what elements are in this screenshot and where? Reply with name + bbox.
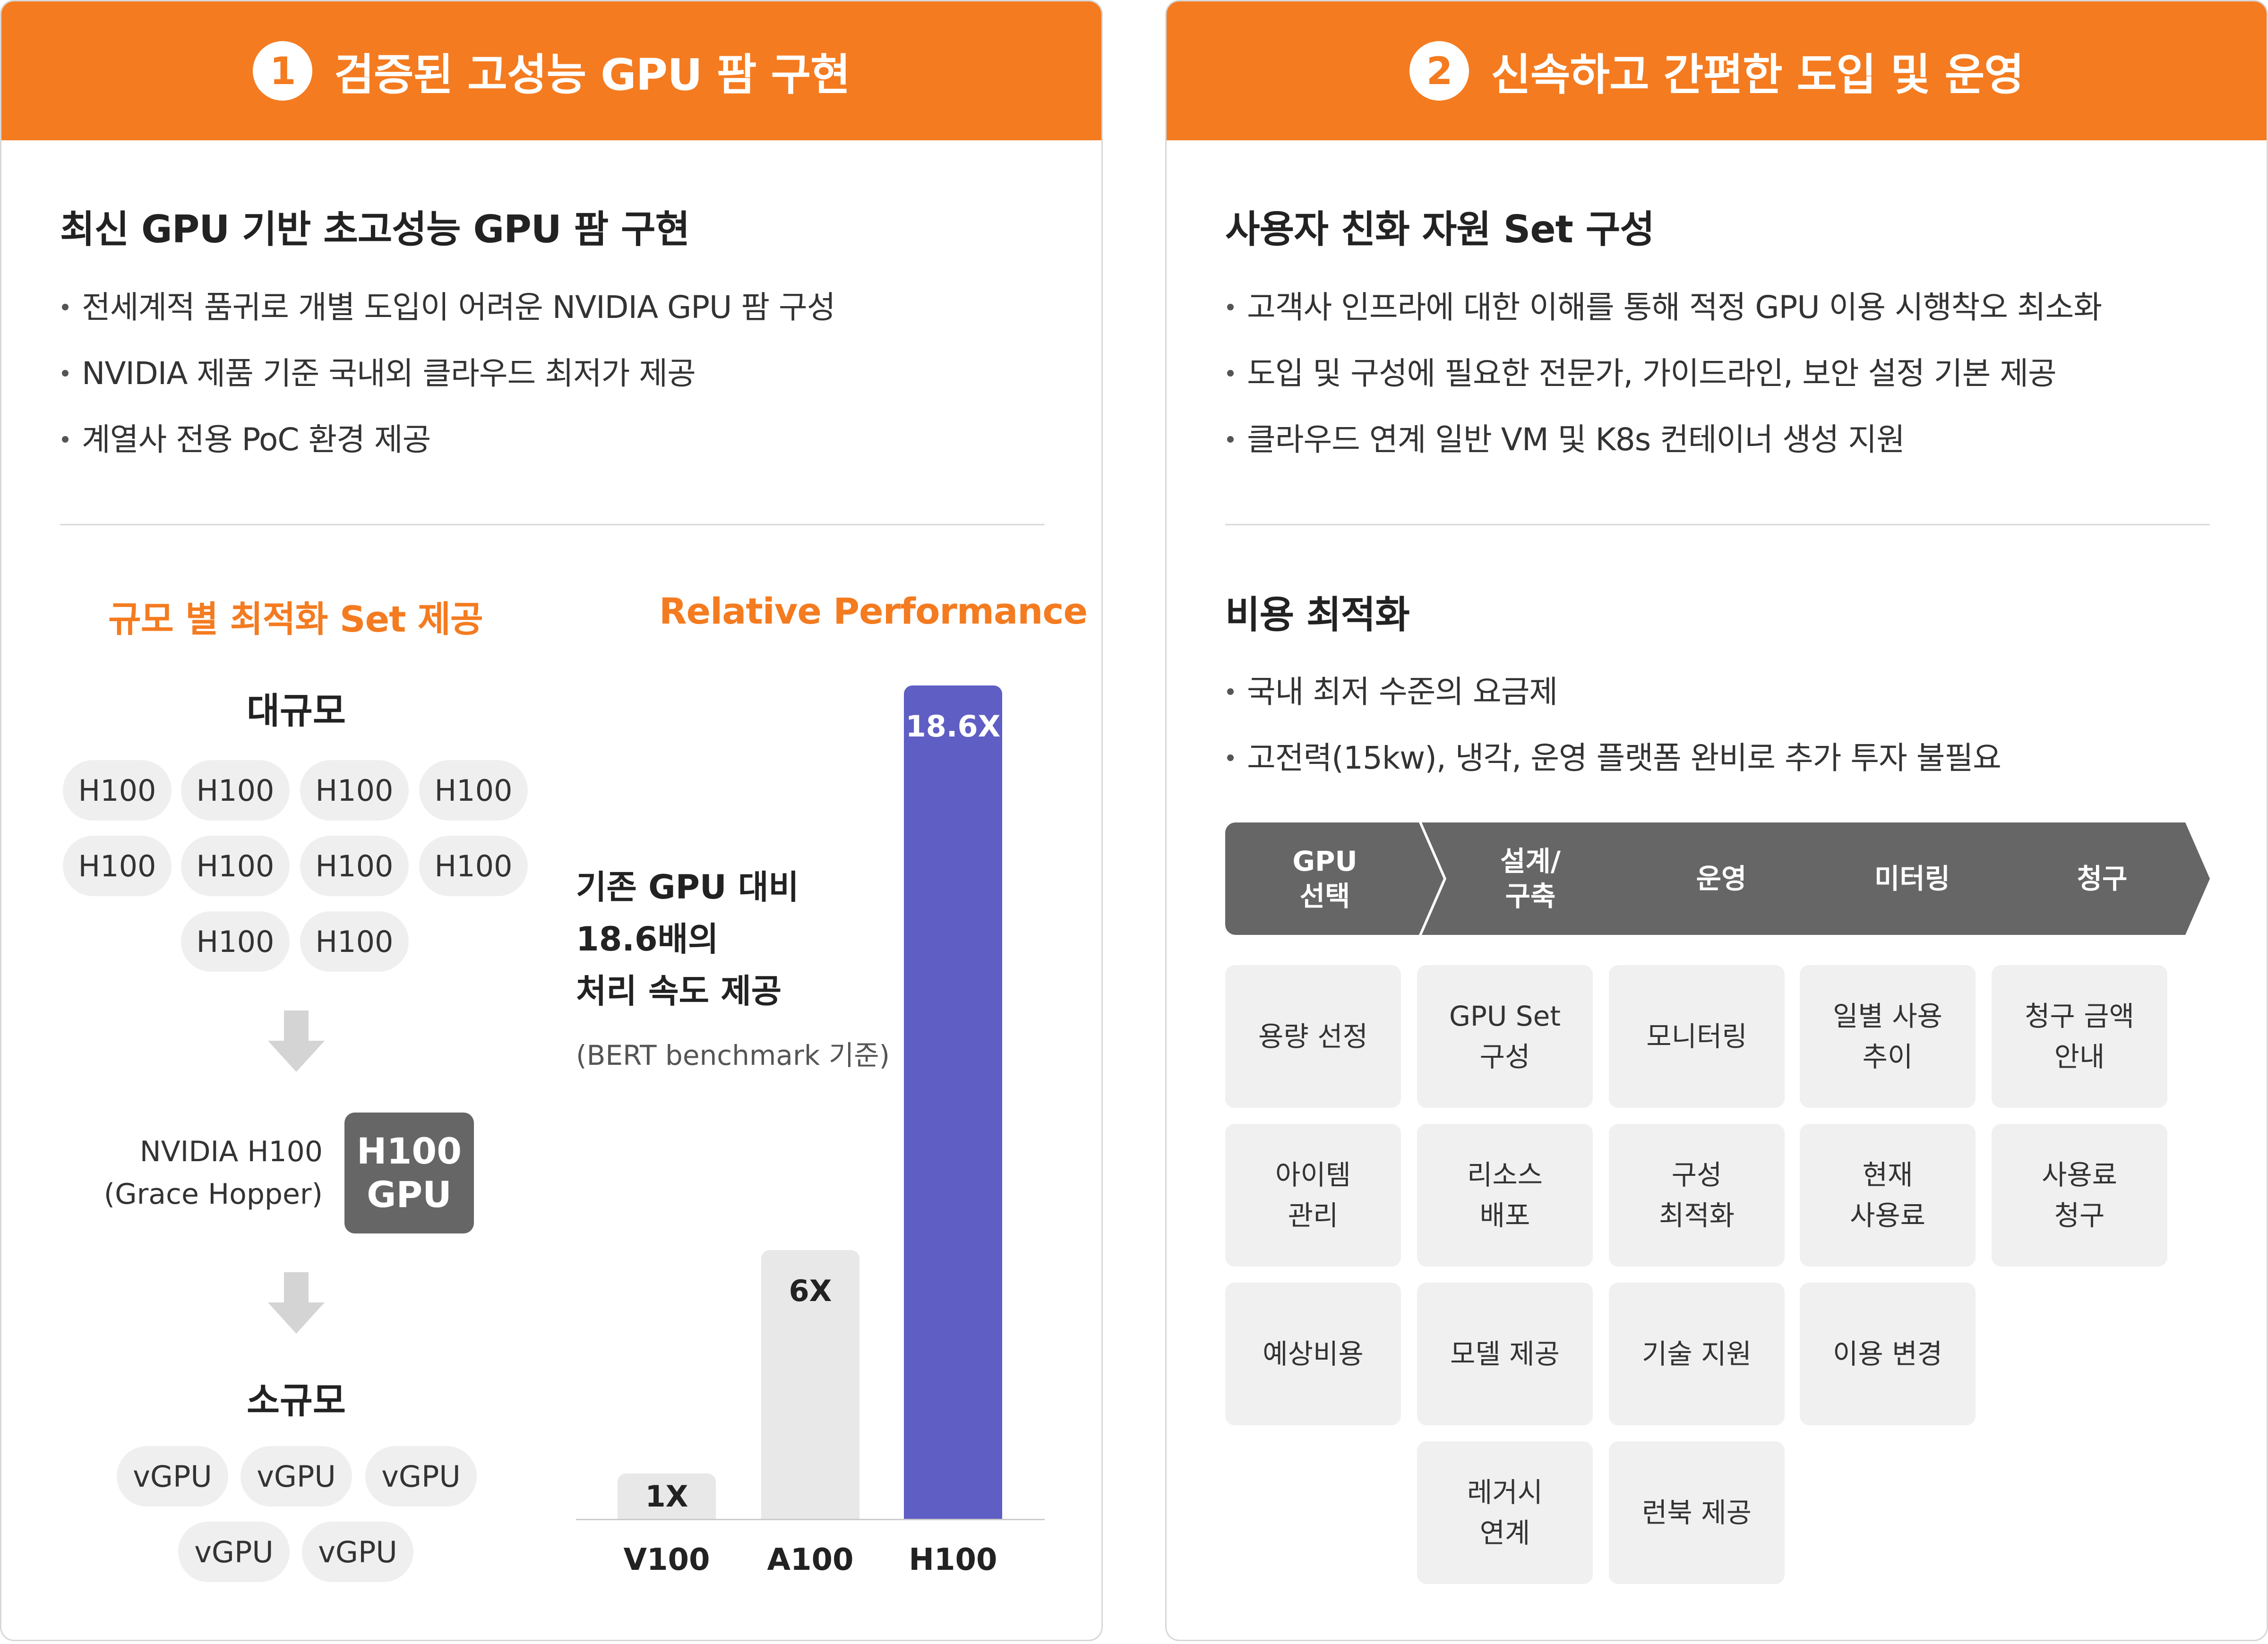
performance-highlight: 기존 GPU 대비 18.6배의 처리 속도 제공 <box>576 861 799 1017</box>
left-bullet-list: 전세계적 품귀로 개별 도입이 어려운 NVIDIA GPU 팜 구성 NVID… <box>60 274 835 473</box>
resource-bullet-list: 고객사 인프라에 대한 이해를 통해 적정 GPU 이용 시행착오 최소화 도입… <box>1225 274 2102 473</box>
feature-tile: 아이템 관리 <box>1225 1124 1401 1267</box>
feature-tile: 레거시 연계 <box>1417 1441 1593 1584</box>
feature-tile: 리소스 배포 <box>1417 1124 1593 1267</box>
gpu-pill: H100 <box>300 911 409 972</box>
feature-tile: 용량 선정 <box>1225 965 1401 1108</box>
x-axis-tick-label: A100 <box>767 1542 854 1577</box>
bar-a100 <box>761 1250 859 1519</box>
process-step: 설계/구축 <box>1422 822 1639 935</box>
process-step: GPU 선택 <box>1225 822 1443 935</box>
gpu-pill: H100 <box>181 760 290 821</box>
gpu-pill: H100 <box>63 836 172 896</box>
divider <box>1225 524 2210 525</box>
list-item: 고전력(15kw), 냉각, 운영 플랫폼 완비로 추가 투자 불필요 <box>1225 725 2002 791</box>
list-item: 도입 및 구성에 필요한 전문가, 가이드라인, 보안 설정 기본 제공 <box>1225 341 2102 407</box>
left-card: 1 검증된 고성능 GPU 팜 구현 최신 GPU 기반 초고성능 GPU 팜 … <box>0 0 1103 1641</box>
feature-tile: 구성 최적화 <box>1609 1124 1785 1267</box>
right-card-header: 2 신속하고 간편한 도입 및 운영 <box>1167 1 2267 140</box>
bar-v100 <box>618 1473 716 1519</box>
list-item: NVIDIA 제품 기준 국내외 클라우드 최저가 제공 <box>60 341 835 407</box>
bar-h100 <box>904 685 1002 1519</box>
step-number-badge: 1 <box>253 41 313 101</box>
chip-line1: H100 <box>356 1130 462 1172</box>
gpu-pill: H100 <box>419 760 528 821</box>
bar-value-label: 18.6X <box>905 709 1001 744</box>
list-item: 계열사 전용 PoC 환경 제공 <box>60 407 835 473</box>
process-step: 운영 <box>1613 822 1830 935</box>
left-card-header: 1 검증된 고성능 GPU 팜 구현 <box>1 1 1101 140</box>
feature-tile: 사용료 청구 <box>1992 1124 2167 1267</box>
chart-baseline <box>576 1519 1045 1520</box>
vgpu-pill: vGPU <box>241 1446 352 1507</box>
gpu-pill: H100 <box>63 760 172 821</box>
feature-tile: 일별 사용 추이 <box>1800 965 1976 1108</box>
x-axis-tick-label: V100 <box>623 1542 710 1577</box>
feature-tile: 모니터링 <box>1609 965 1785 1108</box>
chip-caption-line1: NVIDIA H100 <box>139 1135 323 1168</box>
feature-tile: 런북 제공 <box>1609 1441 1785 1584</box>
feature-tile: 기술 지원 <box>1609 1283 1785 1425</box>
chip-caption: NVIDIA H100 (Grace Hopper) <box>96 1130 323 1216</box>
list-item: 고객사 인프라에 대한 이해를 통해 적정 GPU 이용 시행착오 최소화 <box>1225 274 2102 341</box>
feature-tile: 현재 사용료 <box>1800 1124 1976 1267</box>
gpu-pill: H100 <box>419 836 528 896</box>
gpu-pill: H100 <box>300 836 409 896</box>
right-card-title: 신속하고 간편한 도입 및 운영 <box>1491 49 2024 100</box>
chip-line2: GPU <box>367 1173 452 1216</box>
resource-section-title: 사용자 친화 자원 Set 구성 <box>1225 207 1655 251</box>
benchmark-note: (BERT benchmark 기준) <box>576 1039 890 1071</box>
chip-caption-line2: (Grace Hopper) <box>103 1178 323 1211</box>
gpu-pill: H100 <box>181 911 290 972</box>
small-scale-label: 소규모 <box>247 1379 346 1421</box>
left-section-title: 최신 GPU 기반 초고성능 GPU 팜 구현 <box>60 207 690 251</box>
right-card: 2 신속하고 간편한 도입 및 운영 사용자 친화 자원 Set 구성 고객사 … <box>1165 0 2268 1641</box>
performance-line2: 18.6배의 <box>576 920 719 959</box>
feature-tile: 이용 변경 <box>1800 1283 1976 1425</box>
feature-tile: GPU Set 구성 <box>1417 965 1593 1108</box>
vgpu-pill: vGPU <box>302 1522 413 1582</box>
step-number-badge: 2 <box>1409 41 1469 101</box>
gpu-pill: H100 <box>181 836 290 896</box>
performance-line1: 기존 GPU 대비 <box>576 868 799 907</box>
gpu-pill: H100 <box>300 760 409 821</box>
scale-subtitle: 규모 별 최적화 Set 제공 <box>108 598 483 640</box>
divider <box>60 524 1045 525</box>
chart-title: Relative Performance <box>659 590 1088 632</box>
performance-line3: 처리 속도 제공 <box>576 972 782 1010</box>
vgpu-pill: vGPU <box>117 1446 228 1507</box>
bar-value-label: 1X <box>645 1479 688 1514</box>
cost-bullet-list: 국내 최저 수준의 요금제 고전력(15kw), 냉각, 운영 플랫폼 완비로 … <box>1225 659 2002 791</box>
process-step: 청구 <box>1994 822 2210 935</box>
bar-value-label: 6X <box>789 1274 832 1308</box>
x-axis-tick-label: H100 <box>909 1542 997 1577</box>
cost-section-title: 비용 최적화 <box>1225 593 1410 637</box>
gpu-chip-icon: H100 GPU <box>344 1113 474 1233</box>
list-item: 국내 최저 수준의 요금제 <box>1225 659 2001 725</box>
list-item: 전세계적 품귀로 개별 도입이 어려운 NVIDIA GPU 팜 구성 <box>60 274 835 341</box>
arrow-down-icon <box>268 1010 325 1072</box>
process-step: 미터링 <box>1804 822 2021 935</box>
left-card-title: 검증된 고성능 GPU 팜 구현 <box>334 49 850 100</box>
vgpu-pill: vGPU <box>178 1522 290 1582</box>
list-item: 클라우드 연계 일반 VM 및 K8s 컨테이너 생성 지원 <box>1225 407 2102 473</box>
arrow-down-icon <box>268 1272 325 1334</box>
feature-tile: 예상비용 <box>1225 1283 1401 1425</box>
feature-tile: 모델 제공 <box>1417 1283 1593 1425</box>
feature-tile: 청구 금액 안내 <box>1992 965 2167 1108</box>
vgpu-pill: vGPU <box>365 1446 477 1507</box>
large-scale-label: 대규모 <box>247 690 346 732</box>
